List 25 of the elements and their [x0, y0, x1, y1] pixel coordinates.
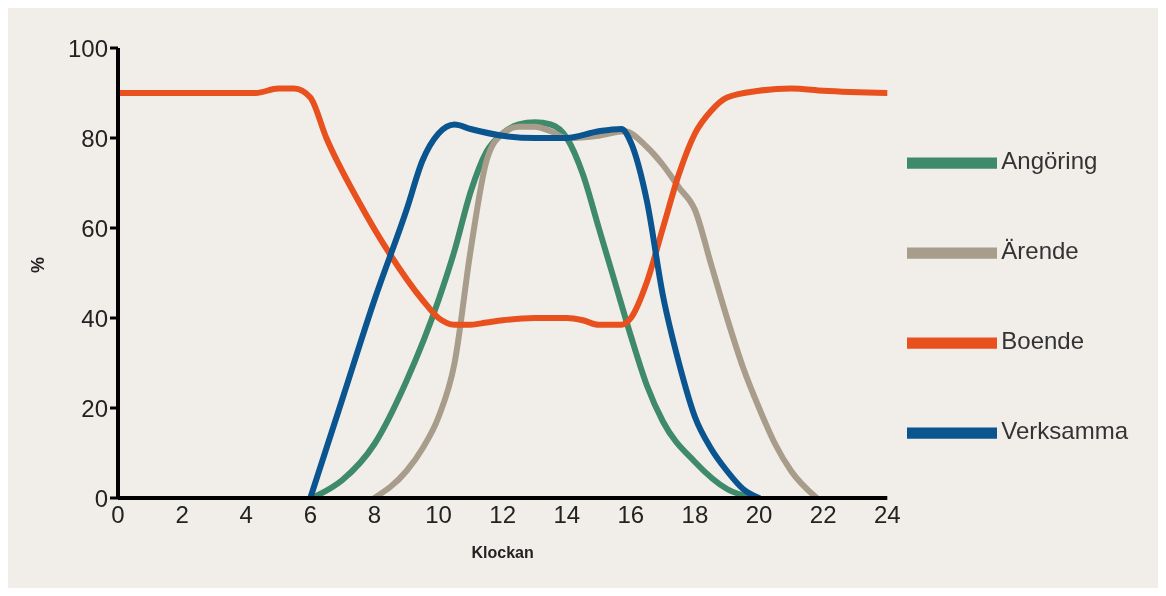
legend-label: Angöring [1001, 147, 1098, 175]
y-axis-title: % [28, 256, 49, 273]
legend-label: Verksamma [1001, 417, 1128, 445]
y-tick-label: 60 [81, 214, 108, 242]
x-tick-label: 8 [367, 501, 382, 529]
legend-label: Boende [1001, 327, 1085, 355]
x-tick-label: 0 [111, 501, 125, 529]
x-tick-label: 16 [617, 501, 645, 529]
x-tick-label: 20 [745, 501, 773, 529]
y-tick-label: 20 [81, 394, 108, 422]
legend-label: Ärende [1001, 237, 1079, 265]
x-tick-label: 4 [239, 501, 253, 529]
y-tick-label: 100 [67, 34, 108, 62]
x-tick-label: 2 [175, 501, 189, 529]
x-axis-title: Klockan [471, 544, 534, 561]
y-tick-label: 0 [94, 484, 108, 512]
x-tick-label: 14 [553, 501, 581, 529]
x-tick-label: 6 [303, 501, 317, 529]
x-tick-label: 22 [809, 501, 837, 529]
y-tick-label: 80 [81, 124, 108, 152]
y-tick-label: 40 [81, 304, 108, 332]
x-tick-label: 10 [425, 501, 452, 529]
x-tick-label: 12 [489, 501, 516, 529]
x-tick-label: 24 [873, 501, 901, 529]
x-tick-label: 18 [681, 501, 709, 529]
